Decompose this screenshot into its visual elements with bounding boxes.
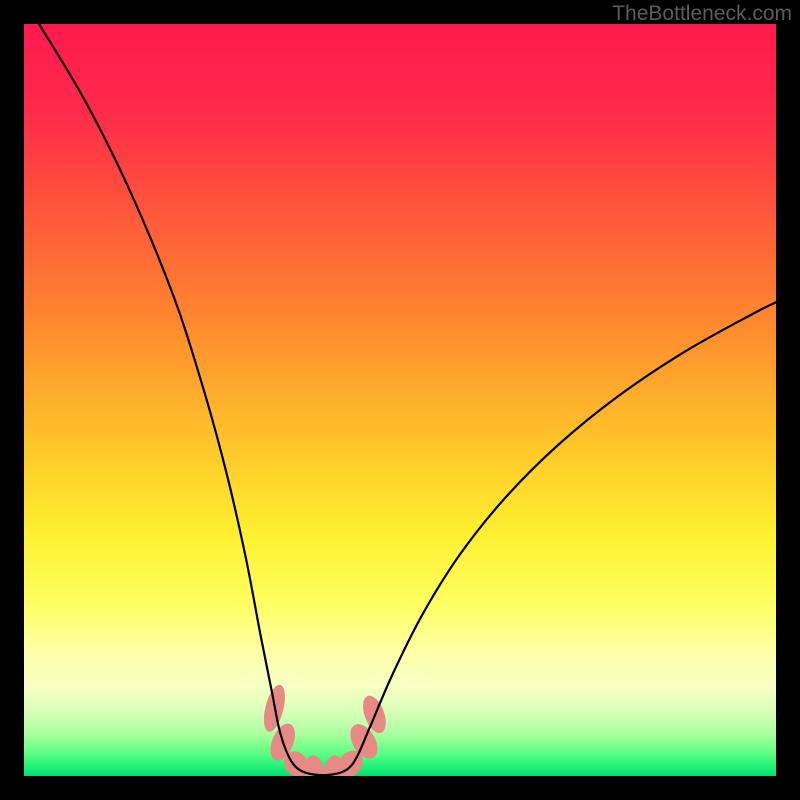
gradient-background (24, 24, 776, 776)
chart-root: TheBottleneck.com (0, 0, 800, 800)
plot-area (24, 24, 776, 789)
bottleneck-curve-chart (0, 0, 800, 800)
